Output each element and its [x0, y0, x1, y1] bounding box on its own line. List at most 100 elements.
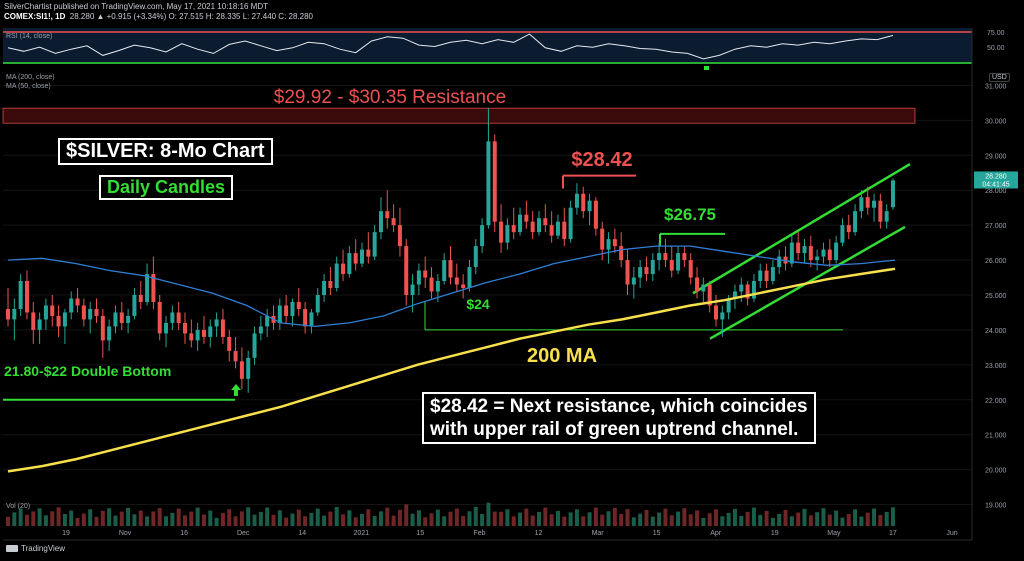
- candle-body: [644, 267, 649, 275]
- candle-body: [132, 295, 137, 316]
- ma50-line: [7, 245, 896, 328]
- volume-bar: [821, 508, 826, 526]
- volume-bar: [227, 509, 232, 526]
- volume-bar: [37, 508, 42, 526]
- candle-body: [840, 225, 845, 243]
- candle-body: [486, 141, 491, 226]
- volume-bar: [859, 516, 864, 526]
- volume-bar: [360, 513, 364, 526]
- quote-line: COMEX:SI1!, 1D 28.280 ▲ +0.915 (+3.34%) …: [4, 12, 313, 22]
- tradingview-logo[interactable]: TradingView: [6, 544, 65, 553]
- volume-bar: [562, 516, 567, 526]
- volume-bar: [783, 509, 788, 526]
- candle-body: [391, 218, 396, 226]
- candle-body: [448, 260, 453, 278]
- volume-bar: [75, 517, 80, 526]
- candle-body: [745, 284, 750, 299]
- volume-bar: [518, 512, 523, 526]
- volume-bar: [119, 511, 124, 526]
- resistance-zone: [2, 107, 916, 124]
- volume-bar: [239, 511, 244, 526]
- candle-body: [707, 284, 712, 306]
- volume-bar: [796, 512, 801, 526]
- candle-body: [859, 197, 864, 212]
- volume-bar: [157, 508, 162, 526]
- volume-bar: [549, 514, 554, 526]
- candle-body: [151, 274, 156, 302]
- candle-body: [555, 221, 560, 236]
- volume-bar: [511, 516, 516, 526]
- volume-bar: [246, 507, 251, 526]
- volume-bar: [891, 507, 895, 526]
- candle-body: [208, 326, 213, 337]
- note-box: $28.42 = Next resistance, which coincide…: [422, 392, 816, 444]
- volume-bar: [808, 515, 813, 526]
- volume-bar: [220, 513, 225, 526]
- ohlc-quote: 28.280 ▲ +0.915 (+3.34%) O: 27.515 H: 28…: [69, 12, 313, 21]
- y-tick-label: 26.000: [985, 258, 1007, 265]
- candle-body: [808, 246, 813, 261]
- candle-body: [284, 305, 289, 316]
- candle-body: [435, 281, 440, 292]
- volume-bar: [581, 516, 586, 526]
- volume-label: Vol (20): [6, 503, 31, 510]
- candle-body: [201, 329, 206, 337]
- symbol: COMEX:SI1!, 1D: [4, 12, 66, 21]
- volume-bar: [758, 514, 763, 526]
- candle-body: [138, 295, 143, 302]
- candle-body: [315, 295, 320, 313]
- volume-bar: [669, 515, 674, 526]
- volume-bar: [170, 512, 175, 526]
- candle-body: [69, 298, 74, 313]
- volume-bar: [189, 511, 194, 526]
- y-tick-label: 27.000: [985, 223, 1007, 230]
- candle-body: [75, 298, 80, 306]
- candle-body: [638, 267, 643, 278]
- candle-body: [461, 284, 466, 289]
- rsi-line: [7, 33, 894, 60]
- volume-bar: [726, 512, 731, 526]
- currency-label[interactable]: USD: [989, 73, 1010, 82]
- volume-bar: [840, 517, 845, 526]
- volume-bar: [751, 507, 756, 526]
- candle-body: [164, 322, 169, 334]
- candle-body: [789, 242, 794, 264]
- candle-body: [499, 221, 504, 243]
- candle-body: [720, 312, 725, 320]
- volume-bar: [423, 517, 428, 526]
- candle-body: [347, 253, 352, 275]
- x-tick-label: 17: [889, 530, 897, 537]
- x-tick-label: 15: [653, 530, 661, 537]
- volume-bar: [50, 511, 55, 526]
- volume-bar: [265, 507, 270, 526]
- volume-bar: [682, 508, 687, 526]
- candle-body: [88, 308, 93, 320]
- candle-body: [625, 260, 630, 285]
- volume-bar: [739, 515, 744, 526]
- volume-bar: [315, 508, 320, 526]
- candle-body: [581, 193, 586, 212]
- volume-bar: [574, 509, 579, 526]
- candle-body: [505, 225, 510, 243]
- candle-body: [214, 319, 219, 327]
- candle-body: [100, 315, 105, 341]
- volume-bar: [334, 507, 339, 526]
- volume-bar: [138, 510, 143, 526]
- candle-body: [353, 253, 358, 264]
- volume-bar: [277, 510, 282, 526]
- candle-body: [802, 246, 807, 254]
- volume-bar: [777, 513, 782, 526]
- candle-body: [43, 305, 48, 320]
- volume-bar: [499, 511, 504, 526]
- candle-body: [309, 312, 314, 327]
- volume-bar: [714, 509, 718, 526]
- x-tick-label: 15: [417, 530, 425, 537]
- volume-bar: [625, 509, 630, 526]
- double-bottom-label: 21.80-$22 Double Bottom: [4, 363, 171, 379]
- volume-bar: [410, 513, 415, 526]
- x-tick-label: 12: [535, 530, 543, 537]
- candle-body: [562, 221, 567, 240]
- volume-bar: [732, 508, 737, 526]
- candle-body: [50, 305, 55, 316]
- volume-bar: [378, 511, 383, 526]
